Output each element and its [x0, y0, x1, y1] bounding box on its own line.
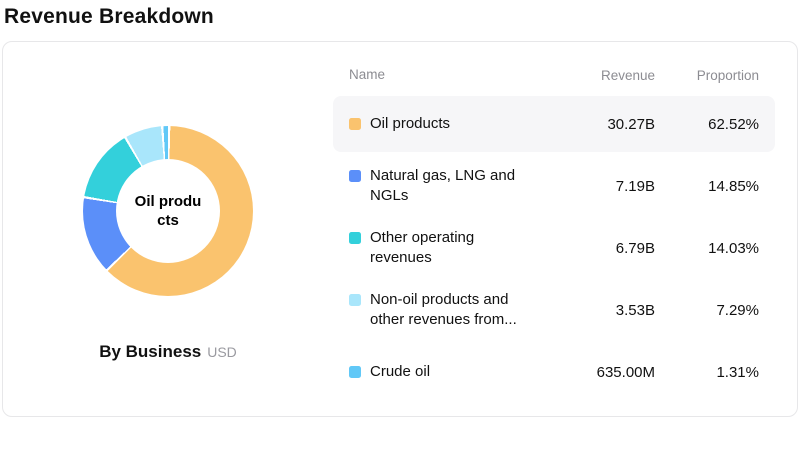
- row-proportion: 14.03%: [708, 239, 759, 257]
- revenue-card: Oil products By Business USD Name Revenue…: [2, 41, 798, 417]
- header-name: Name: [349, 67, 386, 82]
- table-row[interactable]: Natural gas, LNG and NGLs 7.19B 14.85%: [333, 158, 775, 214]
- chart-caption: By Business USD: [99, 342, 237, 362]
- row-name: Oil products: [370, 115, 451, 133]
- chart-panel: Oil products By Business USD: [3, 42, 333, 416]
- table-row[interactable]: Non-oil products and other revenues from…: [333, 282, 775, 338]
- row-name: Non-oil products and other revenues from…: [370, 290, 517, 329]
- chart-caption-label: By Business: [99, 342, 202, 361]
- row-revenue: 30.27B: [607, 115, 655, 133]
- color-swatch: [349, 231, 361, 244]
- row-proportion: 14.85%: [708, 177, 759, 195]
- row-revenue: 6.79B: [615, 239, 655, 257]
- table-row[interactable]: Oil products 30.27B 62.52%: [333, 96, 775, 153]
- donut-chart[interactable]: Oil products: [83, 126, 253, 296]
- row-name: Natural gas, LNG and NGLs: [370, 166, 516, 205]
- table-row[interactable]: Other operating revenues 6.79B 14.03%: [333, 220, 775, 276]
- page: Revenue Breakdown Oil products By Busine…: [0, 5, 800, 450]
- color-swatch: [349, 118, 361, 131]
- color-swatch: [349, 169, 361, 182]
- row-revenue: 635.00M: [596, 363, 655, 381]
- row-proportion: 1.31%: [716, 363, 759, 381]
- color-swatch: [349, 366, 361, 379]
- row-proportion: 62.52%: [708, 115, 759, 133]
- color-swatch: [349, 293, 361, 306]
- header-revenue: Revenue: [600, 67, 655, 83]
- revenue-table: Name Revenue Proportion Oil products 30.…: [333, 42, 797, 416]
- donut-hole: Oil products: [116, 159, 220, 263]
- row-proportion: 7.29%: [716, 301, 759, 319]
- table-row[interactable]: Crude oil 635.00M 1.31%: [333, 344, 775, 400]
- page-title: Revenue Breakdown: [4, 5, 214, 28]
- chart-caption-unit: USD: [207, 344, 237, 360]
- row-name: Other operating revenues: [370, 228, 475, 267]
- row-name: Crude oil: [370, 363, 431, 381]
- header-proportion: Proportion: [696, 67, 759, 83]
- row-revenue: 7.19B: [615, 177, 655, 195]
- donut-center-label: Oil products: [134, 192, 202, 230]
- row-revenue: 3.53B: [615, 301, 655, 319]
- table-header: Name Revenue Proportion: [333, 62, 775, 96]
